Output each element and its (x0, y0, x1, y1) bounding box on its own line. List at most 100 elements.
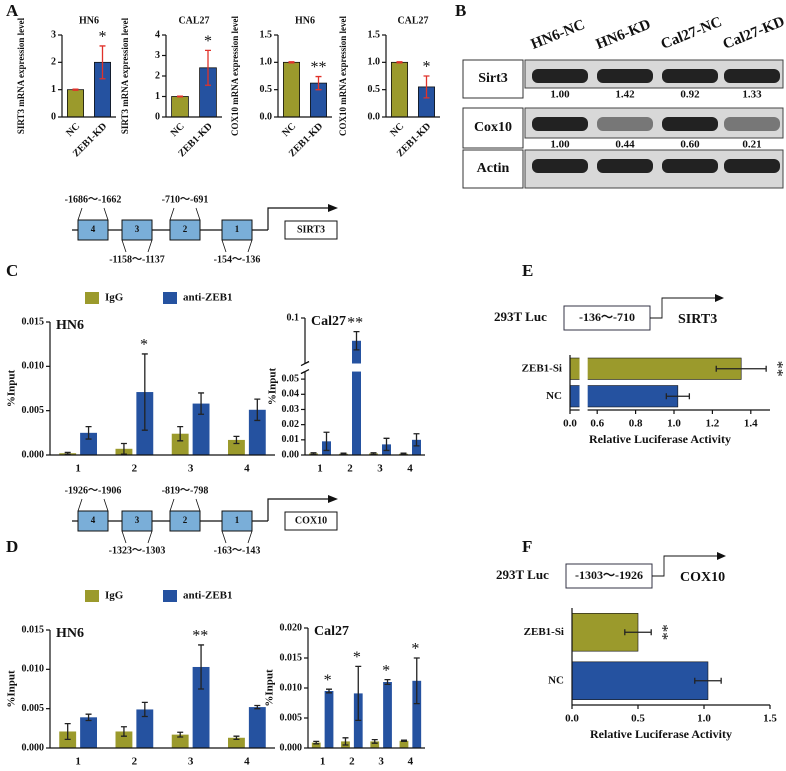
error-bar (400, 739, 407, 743)
y-axis-label: %Input (264, 669, 276, 707)
y-tick-label: 0.000 (280, 742, 303, 753)
error-bar (120, 442, 127, 455)
arrow-head (328, 495, 338, 503)
significance: * (140, 337, 148, 354)
construct-arrow (650, 297, 715, 319)
bar (80, 717, 97, 748)
tss-arrow (267, 498, 328, 521)
blot-row-label: Cox10 (474, 120, 512, 135)
error-bar (413, 657, 420, 705)
box-number: 2 (183, 515, 188, 525)
bar (383, 682, 392, 748)
error-bar (326, 688, 333, 694)
chart-title: HN6 (295, 15, 315, 26)
x-tick-label: 0.8 (629, 418, 643, 430)
lane-label: Cal27-NC (659, 14, 724, 53)
y-tick-label: 0.000 (22, 449, 45, 460)
y-tick-label: 0 (155, 111, 160, 122)
y-axis-label: %Input (6, 670, 18, 708)
blot-band (532, 69, 588, 83)
error-bar (99, 45, 106, 80)
y-tick-label: 3 (51, 29, 56, 40)
x-tick-label: 4 (407, 463, 413, 475)
gene-box (284, 511, 338, 531)
error-bar (141, 701, 148, 718)
significance: ** (347, 314, 363, 331)
band-quantity: 0.92 (680, 89, 700, 101)
error-bar (72, 88, 79, 91)
significance: * (382, 662, 390, 679)
significance: * (423, 59, 431, 76)
panel-label: A (6, 1, 19, 20)
construct-region: -136～-710 (579, 310, 635, 324)
x-tick-label: 4 (244, 756, 250, 768)
error-bar (177, 95, 183, 98)
x-tick-label: NC (64, 121, 82, 139)
x-tick-label: 3 (377, 463, 383, 475)
y-tick-label: 0.01 (282, 434, 300, 445)
band-quantity: 1.33 (742, 89, 762, 101)
gene-box (284, 220, 338, 240)
error-bar (370, 452, 377, 455)
bar (399, 740, 409, 748)
blot-band (662, 159, 718, 173)
y-axis-label: SIRT3 mRNA expression level (16, 17, 26, 134)
y-tick-label: 0 (51, 111, 56, 122)
box-number: 4 (91, 515, 96, 525)
construct-cell: 293T Luc (496, 567, 549, 582)
error-bar (177, 425, 184, 442)
box-number: 1 (235, 515, 240, 525)
bar (282, 61, 300, 118)
blot-row-label: Actin (477, 161, 510, 176)
error-bar (254, 398, 261, 422)
y-tick-label: 3 (155, 50, 160, 61)
error-bar (694, 677, 722, 684)
bar (192, 666, 210, 748)
significance: ** (654, 624, 671, 640)
y-tick-label: ZEB1-Si (524, 626, 564, 638)
y-tick-label: 2 (155, 70, 160, 81)
error-bar (342, 737, 349, 746)
blot-band (597, 159, 653, 173)
x-tick-label: NC (388, 121, 406, 139)
band-quantity: 1.00 (550, 139, 570, 151)
band-quantity: 0.21 (742, 139, 761, 151)
site-label: -819～-798 (162, 485, 209, 496)
panel-label: D (6, 537, 18, 556)
significance: ** (192, 628, 208, 645)
significance: * (411, 641, 419, 658)
y-tick-label: 0.015 (22, 316, 45, 327)
x-tick-label: 3 (188, 756, 194, 768)
blot-band (662, 117, 718, 131)
bar (311, 742, 321, 748)
bar (171, 96, 189, 118)
y-tick-label: 1.5 (368, 29, 381, 40)
error-bar (323, 431, 330, 452)
legend-label: IgG (105, 292, 124, 304)
blot-band (532, 117, 588, 131)
legend-label: anti-ZEB1 (183, 590, 233, 602)
y-tick-label: 1.5 (260, 29, 273, 40)
x-tick-label: 2 (347, 463, 353, 475)
bar (171, 734, 189, 748)
site-bracket (169, 207, 201, 221)
x-tick-label: NC (280, 121, 298, 139)
site-label: -1686～-1662 (65, 194, 122, 205)
site-label: -163～-143 (214, 545, 261, 556)
error-bar (315, 75, 322, 91)
chart-title: Cal27 (311, 314, 346, 329)
significance: * (353, 649, 361, 666)
construct-region: -1303～-1926 (575, 568, 643, 582)
band-quantity: 1.00 (550, 89, 570, 101)
y-tick-label: 0.0 (368, 111, 381, 122)
y-tick-label: 0.04 (282, 389, 300, 400)
y-tick-label: 0.5 (260, 84, 273, 95)
error-bar (384, 678, 391, 686)
error-bar (85, 713, 92, 722)
error-bar (288, 61, 295, 64)
band-quantity: 0.60 (680, 139, 700, 151)
y-tick-label: 0.005 (280, 712, 303, 723)
x-tick-label: 1.5 (763, 713, 777, 725)
error-bar (310, 452, 317, 455)
